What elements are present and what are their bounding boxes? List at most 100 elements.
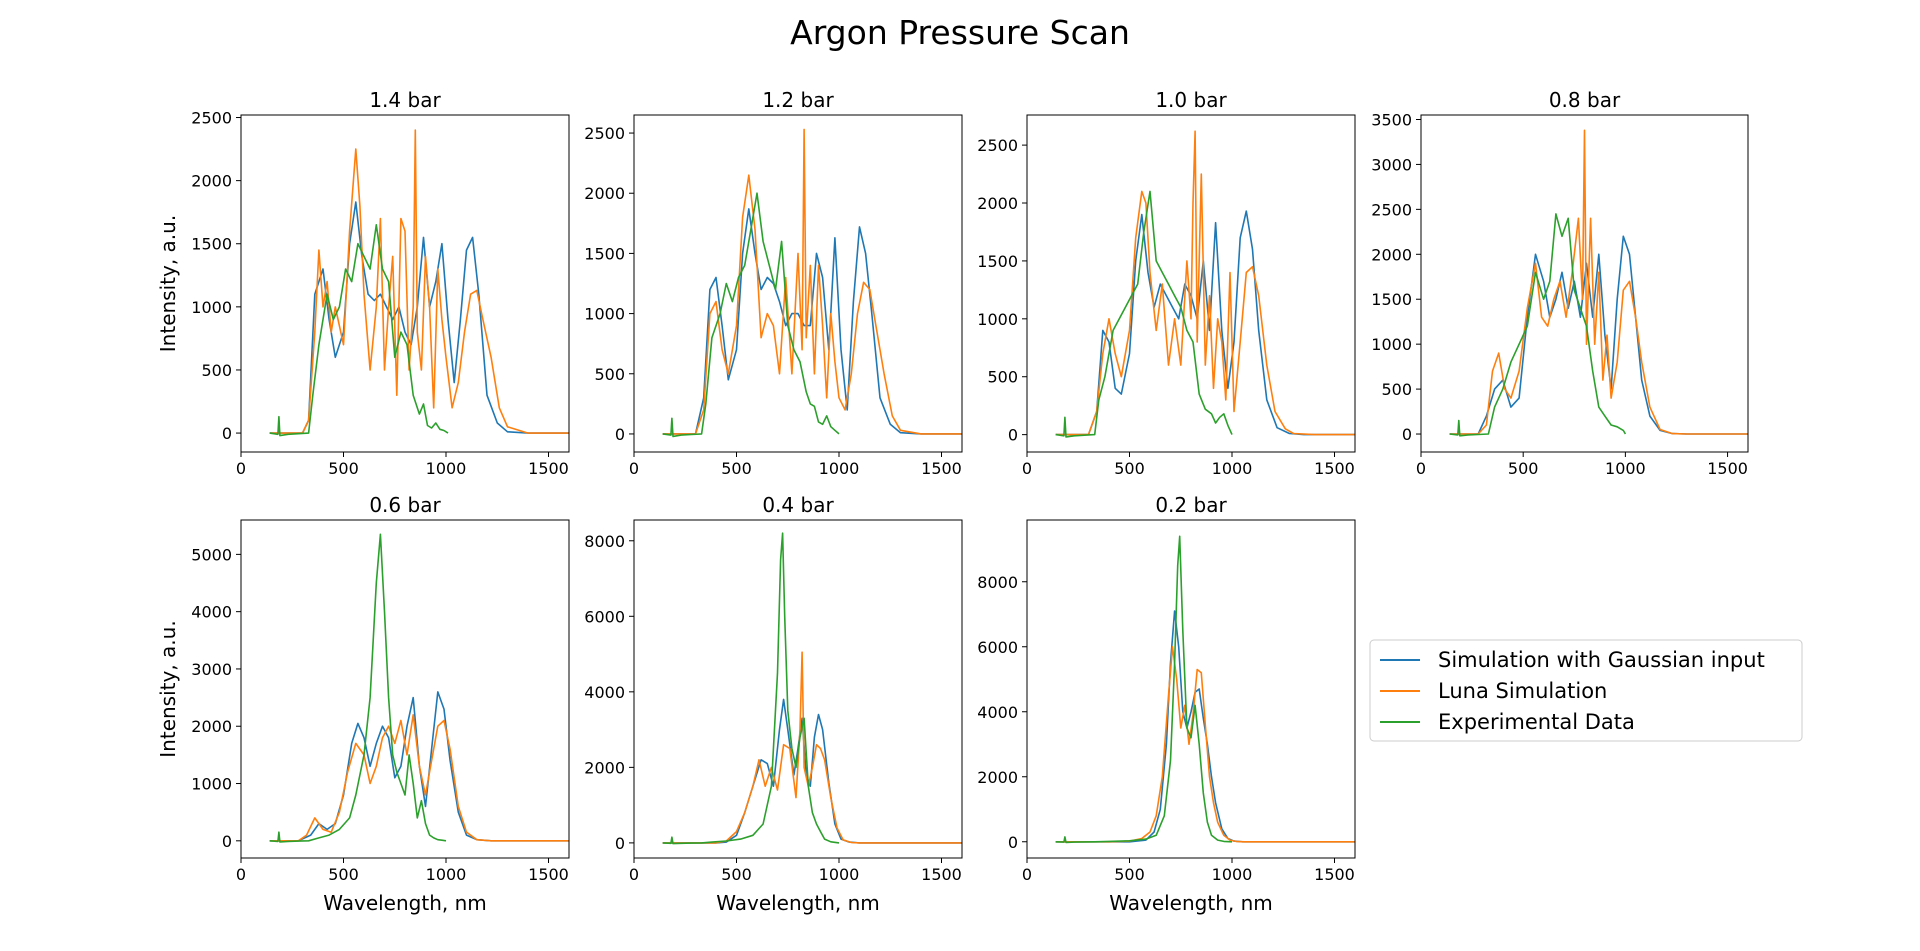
x-tick-label: 1500 (1314, 865, 1355, 884)
figure-title: Argon Pressure Scan (790, 13, 1130, 52)
legend-label: Simulation with Gaussian input (1438, 648, 1765, 672)
x-tick-label: 0 (1022, 865, 1032, 884)
y-tick-label: 1000 (191, 298, 232, 317)
subplot-title: 0.2 bar (1155, 493, 1227, 517)
subplot-7: 0 500 1000 1500 0 2000 4000 6000 8000 0.2 bar Wave… (977, 493, 1356, 915)
y-tick-label: 500 (1381, 380, 1412, 399)
y-tick-label: 0 (1008, 426, 1018, 445)
y-tick-label: 1000 (977, 310, 1018, 329)
subplot-6: 0 500 1000 1500 0 2000 4000 6000 8000 0.4 bar Wave… (584, 493, 963, 915)
y-tick-label: 0 (1008, 833, 1018, 852)
series-line-2 (662, 128, 962, 435)
y-tick-label: 8000 (584, 532, 625, 551)
subplot-3: 0 500 1000 1500 0 500 1000 1500 2000 2500 1.0 bar (977, 88, 1356, 478)
series-line-3 (269, 533, 447, 843)
x-tick-label: 1500 (921, 459, 962, 478)
x-tick-label: 500 (721, 865, 752, 884)
subplot-title: 1.4 bar (369, 88, 441, 112)
x-axis-label: Wavelength, nm (716, 891, 880, 915)
y-tick-label: 4000 (584, 683, 625, 702)
axes-frame (1026, 114, 1356, 453)
subplot-title: 1.2 bar (762, 88, 834, 112)
series-line-3 (269, 224, 449, 437)
legend: Simulation with Gaussian input Luna Simul… (1369, 639, 1803, 742)
legend-label: Experimental Data (1438, 710, 1635, 734)
y-tick-label: 2500 (584, 124, 625, 143)
x-axis-label: Wavelength, nm (1109, 891, 1273, 915)
y-tick-label: 2500 (1371, 200, 1412, 219)
x-tick-label: 1000 (1212, 865, 1253, 884)
y-tick-label: 1500 (977, 252, 1018, 271)
subplot-5: 0 500 1000 1500 0 1000 2000 3000 4000 5000 0.6 bar… (156, 493, 570, 915)
y-tick-label: 2000 (584, 184, 625, 203)
y-tick-label: 500 (594, 365, 625, 384)
y-tick-label: 1000 (191, 775, 232, 794)
x-tick-label: 500 (1114, 459, 1145, 478)
series-line-2 (1055, 646, 1355, 843)
series-line-2 (269, 714, 569, 842)
x-tick-label: 1000 (1212, 459, 1253, 478)
y-tick-label: 6000 (584, 607, 625, 626)
y-tick-label: 2000 (977, 194, 1018, 213)
y-tick-label: 1500 (191, 235, 232, 254)
y-tick-label: 1500 (584, 244, 625, 263)
y-axis-label: Intensity, a.u. (156, 620, 180, 757)
y-axis-label: Intensity, a.u. (156, 215, 180, 352)
subplot-1: 0 500 1000 1500 0 500 1000 1500 2000 2500 1.4 bar I… (156, 88, 570, 478)
y-tick-label: 2000 (977, 768, 1018, 787)
y-tick-label: 500 (201, 361, 232, 380)
x-tick-label: 500 (1114, 865, 1145, 884)
legend-box (1369, 639, 1803, 742)
y-tick-label: 2000 (584, 758, 625, 777)
x-tick-label: 1000 (819, 865, 860, 884)
x-tick-label: 1500 (1314, 459, 1355, 478)
x-tick-label: 1000 (819, 459, 860, 478)
series-line-3 (1449, 213, 1627, 437)
x-tick-label: 500 (328, 459, 359, 478)
x-axis-label: Wavelength, nm (323, 891, 487, 915)
subplots: 0 500 1000 1500 0 500 1000 1500 2000 2500 1.4 bar I… (156, 88, 1749, 915)
x-tick-label: 1000 (426, 459, 467, 478)
x-tick-label: 500 (721, 459, 752, 478)
x-tick-label: 0 (629, 459, 639, 478)
y-tick-label: 2000 (191, 172, 232, 191)
y-tick-label: 2500 (191, 109, 232, 128)
y-tick-label: 0 (1402, 425, 1412, 444)
subplot-title: 0.8 bar (1549, 88, 1621, 112)
legend-label: Luna Simulation (1438, 679, 1607, 703)
y-tick-label: 3000 (1371, 155, 1412, 174)
subplot-title: 0.4 bar (762, 493, 834, 517)
y-tick-label: 5000 (191, 545, 232, 564)
y-tick-label: 4000 (191, 603, 232, 622)
y-tick-label: 2000 (191, 717, 232, 736)
series-line-3 (662, 192, 840, 438)
y-tick-label: 4000 (977, 703, 1018, 722)
y-tick-label: 0 (222, 424, 232, 443)
series-line-2 (662, 651, 962, 844)
y-tick-label: 500 (987, 368, 1018, 387)
x-tick-label: 1500 (528, 459, 569, 478)
subplot-title: 0.6 bar (369, 493, 441, 517)
series-line-3 (662, 532, 840, 845)
x-tick-label: 1500 (921, 865, 962, 884)
axes-frame (1026, 519, 1356, 859)
subplot-4: 0 500 1000 1500 0 500 1000 1500 2000 2500 3000 3500… (1371, 88, 1749, 478)
y-tick-label: 0 (615, 425, 625, 444)
subplot-2: 0 500 1000 1500 0 500 1000 1500 2000 2500 1.2 bar (584, 88, 963, 478)
x-tick-label: 0 (236, 865, 246, 884)
axes-frame (240, 519, 570, 859)
x-tick-label: 0 (236, 459, 246, 478)
x-tick-label: 0 (629, 865, 639, 884)
y-tick-label: 1500 (1371, 290, 1412, 309)
y-tick-label: 1000 (584, 305, 625, 324)
axes-frame (633, 519, 963, 859)
y-tick-label: 3500 (1371, 110, 1412, 129)
x-tick-label: 1500 (1707, 459, 1748, 478)
y-tick-label: 1000 (1371, 335, 1412, 354)
axes-frame (240, 114, 570, 453)
series-line-2 (1055, 130, 1355, 436)
series-line-3 (1055, 190, 1233, 438)
y-tick-label: 0 (222, 832, 232, 851)
series-line-3 (1055, 535, 1233, 844)
